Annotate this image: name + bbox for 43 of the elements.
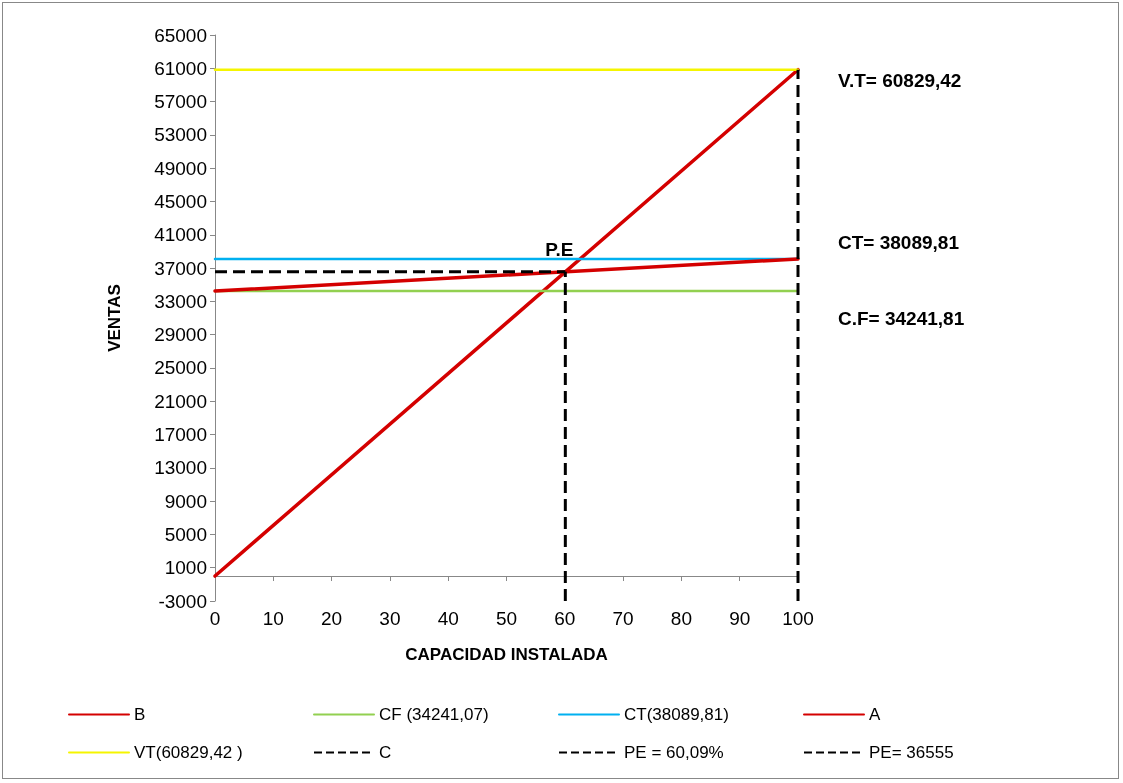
legend-label: VT(60829,42 ) bbox=[134, 743, 243, 762]
x-tick-label: 60 bbox=[554, 608, 576, 629]
y-tick-label: 9000 bbox=[164, 490, 207, 512]
legend-label: CF (34241,07) bbox=[379, 705, 489, 724]
y-axis-title: VENTAS bbox=[105, 284, 124, 352]
x-axis-title: CAPACIDAD INSTALADA bbox=[405, 645, 608, 664]
y-tick-label: 33000 bbox=[154, 290, 207, 312]
x-tick-label: 90 bbox=[729, 608, 751, 629]
y-tick-label: 25000 bbox=[154, 357, 207, 379]
legend-label: C bbox=[379, 743, 392, 762]
text: C.F= 34241,81 bbox=[838, 308, 965, 329]
y-tick-label: 57000 bbox=[154, 91, 207, 113]
y-tick-label: 1000 bbox=[164, 557, 207, 579]
y-tick-label: 21000 bbox=[154, 390, 207, 412]
x-tick-label: 30 bbox=[379, 608, 401, 629]
y-tick-label: 65000 bbox=[154, 24, 207, 46]
x-tick-label: 80 bbox=[670, 608, 692, 629]
y-tick-label: 53000 bbox=[154, 124, 207, 146]
text: CT= 38089,81 bbox=[838, 232, 960, 253]
text: V.T= 60829,42 bbox=[838, 70, 962, 91]
x-tick-label: 70 bbox=[612, 608, 634, 629]
legend-label: A bbox=[869, 705, 881, 724]
x-tick-label: 100 bbox=[782, 608, 814, 629]
x-tick-label: 40 bbox=[437, 608, 459, 629]
legend-label: B bbox=[134, 705, 146, 724]
legend-label: PE = 60,09% bbox=[624, 743, 724, 762]
y-tick-label: 41000 bbox=[154, 224, 207, 246]
y-tick-label: 37000 bbox=[154, 257, 207, 279]
y-tick-label: 5000 bbox=[164, 523, 207, 545]
legend-label: PE= 36555 bbox=[869, 743, 954, 762]
y-tick-label: 49000 bbox=[154, 157, 207, 179]
y-tick-label: -3000 bbox=[158, 590, 207, 612]
y-tick-label: 29000 bbox=[154, 324, 207, 346]
y-tick-label: 61000 bbox=[154, 57, 207, 79]
x-tick-label: 10 bbox=[262, 608, 284, 629]
legend-label: CT(38089,81) bbox=[624, 705, 729, 724]
x-tick-label: 50 bbox=[495, 608, 518, 629]
annotation: P.E bbox=[545, 239, 574, 261]
y-tick-label: 45000 bbox=[154, 190, 207, 212]
x-tick-label: 0 bbox=[209, 608, 221, 629]
x-tick-label: 20 bbox=[321, 608, 343, 629]
y-tick-label: 13000 bbox=[154, 457, 207, 479]
y-tick-label: 17000 bbox=[154, 424, 207, 446]
